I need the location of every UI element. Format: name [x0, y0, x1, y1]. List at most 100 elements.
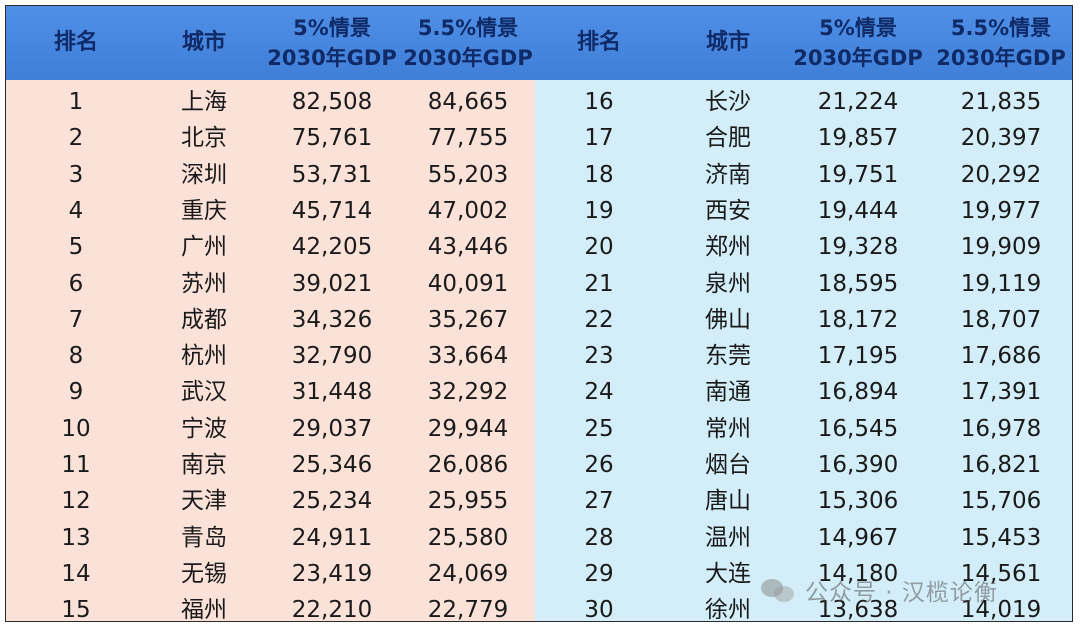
cell-rank: 6	[68, 270, 84, 297]
cell-rank: 5	[68, 234, 84, 261]
table-row: 22 佛山 18,172 18,707	[535, 302, 1072, 338]
header-gdp55-line1: 5.5%情景	[950, 16, 1052, 40]
cell-rank: 2	[68, 125, 84, 152]
cell-gdp5: 45,714	[291, 197, 373, 224]
cell-city: 青岛	[181, 524, 227, 551]
cell-rank: 25	[584, 415, 614, 442]
cell-gdp55: 29,944	[427, 415, 509, 442]
cell-rank: 23	[584, 343, 614, 370]
table-row: 28 温州 14,967 15,453	[535, 520, 1072, 556]
cell-rank: 12	[61, 488, 91, 515]
cell-gdp5: 34,326	[291, 306, 373, 333]
cell-rank: 14	[61, 560, 91, 587]
cell-gdp55: 32,292	[427, 379, 509, 406]
cell-gdp5: 25,346	[291, 452, 373, 478]
cell-city: 常州	[705, 415, 751, 442]
cell-city: 重庆	[181, 197, 227, 224]
cell-city: 唐山	[705, 488, 751, 515]
cell-gdp5: 53,731	[291, 161, 373, 188]
header-rank-label: 排名	[576, 30, 621, 55]
cell-gdp55: 55,203	[427, 161, 509, 188]
cell-gdp5: 16,545	[817, 415, 899, 442]
watermark-text: 公众号 · 汉榄论衡	[805, 580, 998, 606]
cell-gdp55: 17,686	[960, 343, 1042, 370]
cell-rank: 30	[584, 597, 614, 622]
watermark: 公众号 · 汉榄论衡	[761, 571, 998, 609]
table-row: 26 烟台 16,390 16,821	[535, 447, 1072, 483]
cell-gdp55: 84,665	[427, 89, 509, 115]
header-gdp5-line2: 2030年GDP	[793, 46, 923, 70]
table-row: 20 郑州 19,328 19,909	[535, 229, 1072, 265]
header-city-label: 城市	[181, 30, 226, 55]
cell-gdp5: 14,967	[817, 524, 899, 551]
cell-city: 南京	[181, 452, 227, 478]
cell-gdp55: 16,821	[960, 452, 1042, 478]
table-row: 17 合肥 19,857 20,397	[535, 120, 1072, 156]
table-row: 5 广州 42,205 43,446	[6, 229, 535, 265]
cell-city: 温州	[705, 524, 751, 551]
cell-gdp5: 24,911	[291, 524, 373, 551]
cell-rank: 11	[61, 452, 91, 478]
cell-gdp55: 14,561	[960, 560, 1042, 587]
cell-rank: 3	[68, 161, 84, 188]
cell-gdp55: 22,779	[427, 597, 509, 622]
cell-gdp55: 25,580	[427, 524, 509, 551]
cell-city: 宁波	[181, 415, 227, 442]
table-header: 排名 城市 5%情景 2030年GDP 5.5%情景 2030年GDP 排名 城…	[6, 6, 1072, 80]
header-city-label: 城市	[705, 30, 750, 55]
cell-gdp5: 82,508	[291, 89, 373, 115]
cell-gdp5: 23,419	[291, 560, 373, 587]
cell-city: 烟台	[705, 452, 751, 478]
cell-city: 成都	[181, 306, 227, 333]
cell-gdp55: 15,706	[960, 488, 1042, 515]
cell-gdp5: 13,638	[817, 597, 899, 622]
cell-rank: 17	[584, 125, 614, 152]
table-row: 3 深圳 53,731 55,203	[6, 157, 535, 193]
gdp-ranking-table: 排名 城市 5%情景 2030年GDP 5.5%情景 2030年GDP 排名 城…	[5, 5, 1073, 622]
cell-city: 长沙	[705, 89, 751, 115]
cell-city: 北京	[181, 125, 227, 152]
cell-rank: 9	[68, 379, 84, 406]
header-gdp5-left: 5%情景 2030年GDP	[264, 6, 400, 80]
cell-gdp55: 17,391	[960, 379, 1042, 406]
cell-rank: 4	[68, 197, 84, 224]
cell-gdp55: 26,086	[427, 452, 509, 478]
cell-rank: 27	[584, 488, 614, 515]
table-row: 15 福州 22,210 22,779	[6, 592, 535, 622]
cell-city: 广州	[181, 234, 227, 261]
cell-city: 泉州	[705, 270, 751, 297]
table-row: 11 南京 25,346 26,086	[6, 447, 535, 483]
header-gdp55-line2: 2030年GDP	[936, 46, 1066, 70]
cell-city: 东莞	[705, 343, 751, 370]
cell-gdp5: 21,224	[817, 89, 899, 115]
cell-gdp55: 19,119	[960, 270, 1042, 297]
header-gdp5-line1: 5%情景	[819, 16, 897, 40]
table-row: 19 西安 19,444 19,977	[535, 193, 1072, 229]
cell-city: 无锡	[181, 560, 227, 587]
cell-gdp55: 35,267	[427, 306, 509, 333]
cell-rank: 13	[61, 524, 91, 551]
cell-gdp55: 33,664	[427, 343, 509, 370]
header-gdp55-left: 5.5%情景 2030年GDP	[400, 6, 536, 80]
cell-city: 徐州	[705, 597, 751, 622]
table-row: 8 杭州 32,790 33,664	[6, 338, 535, 374]
table-row: 18 济南 19,751 20,292	[535, 157, 1072, 193]
cell-rank: 24	[584, 379, 614, 406]
cell-gdp55: 20,292	[960, 161, 1042, 188]
cell-gdp5: 18,172	[817, 306, 899, 333]
cell-gdp55: 19,977	[960, 197, 1042, 224]
cell-gdp55: 24,069	[427, 560, 509, 587]
table-body-right: 16 长沙 21,224 21,835 17 合肥 19,857 20,397 18 济南 19,7…	[535, 80, 1072, 622]
cell-city: 南通	[705, 379, 751, 406]
cell-gdp5: 75,761	[291, 125, 373, 152]
cell-gdp55: 15,453	[960, 524, 1042, 551]
cell-gdp5: 19,444	[817, 197, 899, 224]
cell-rank: 18	[584, 161, 614, 188]
cell-gdp5: 22,210	[291, 597, 373, 622]
cell-gdp5: 18,595	[817, 270, 899, 297]
cell-rank: 28	[584, 524, 614, 551]
cell-city: 天津	[181, 488, 227, 515]
header-rank-left: 排名	[28, 6, 124, 80]
cell-gdp5: 42,205	[291, 234, 373, 261]
cell-city: 佛山	[705, 306, 751, 333]
